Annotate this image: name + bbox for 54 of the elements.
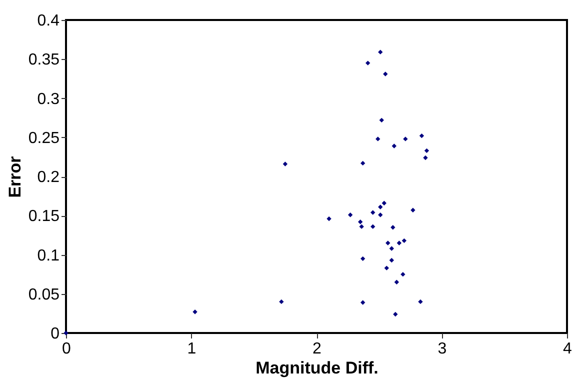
y-tick-label: 0.05 (28, 286, 60, 304)
point (378, 50, 383, 54)
y-tick-label: 0.3 (37, 90, 60, 108)
point (378, 212, 383, 218)
point (64, 330, 68, 336)
point (384, 266, 389, 270)
x-tick-label: 2 (312, 340, 322, 358)
y-tick-label: 0.2 (37, 169, 60, 186)
point (359, 224, 364, 229)
y-tick-label: 0.25 (28, 130, 60, 147)
point (402, 238, 407, 244)
y-axis-title: Error (5, 156, 24, 198)
point (386, 240, 390, 246)
x-tick-label: 4 (563, 340, 572, 358)
point (279, 299, 284, 304)
point (423, 155, 428, 160)
point (360, 300, 366, 305)
point (389, 246, 394, 251)
point (358, 220, 363, 224)
point (378, 204, 383, 210)
point (366, 60, 370, 66)
point (394, 280, 400, 284)
point (326, 216, 332, 222)
x-tick-label: 3 (438, 340, 447, 358)
point (424, 148, 430, 154)
point (383, 72, 388, 76)
y-tick-label: 0.15 (28, 208, 60, 226)
y-tick-label: 0.1 (37, 247, 60, 264)
x-axis-title: Magnitude Diff. (256, 358, 378, 378)
point (393, 312, 398, 317)
point (348, 212, 353, 218)
point (419, 133, 424, 138)
y-tick-label: 0.4 (37, 12, 60, 30)
y-tick-label: 0.35 (28, 52, 60, 69)
point (390, 225, 396, 230)
point (360, 256, 366, 262)
point (376, 136, 380, 142)
point (410, 208, 416, 212)
x-tick-label: 0 (62, 340, 72, 358)
y-tick-label: 0 (50, 326, 60, 342)
point (396, 240, 402, 246)
point (360, 160, 366, 166)
point (192, 310, 198, 314)
point (392, 144, 396, 148)
point (370, 224, 376, 229)
point (370, 210, 376, 215)
point (382, 200, 386, 206)
point (400, 272, 406, 277)
point (389, 258, 394, 263)
point (403, 136, 408, 142)
x-tick-label: 1 (187, 340, 196, 358)
point (379, 118, 384, 123)
point (418, 299, 423, 304)
point (282, 162, 288, 166)
